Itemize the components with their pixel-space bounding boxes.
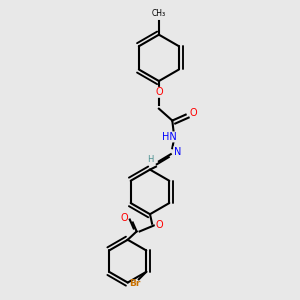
Text: HN: HN	[162, 132, 177, 142]
Text: H: H	[147, 155, 153, 164]
Text: Br: Br	[129, 279, 141, 288]
Text: O: O	[120, 213, 128, 223]
Text: O: O	[155, 220, 163, 230]
Text: CH₃: CH₃	[152, 9, 166, 18]
Text: O: O	[155, 87, 163, 97]
Text: N: N	[174, 147, 181, 157]
Text: O: O	[190, 108, 197, 118]
